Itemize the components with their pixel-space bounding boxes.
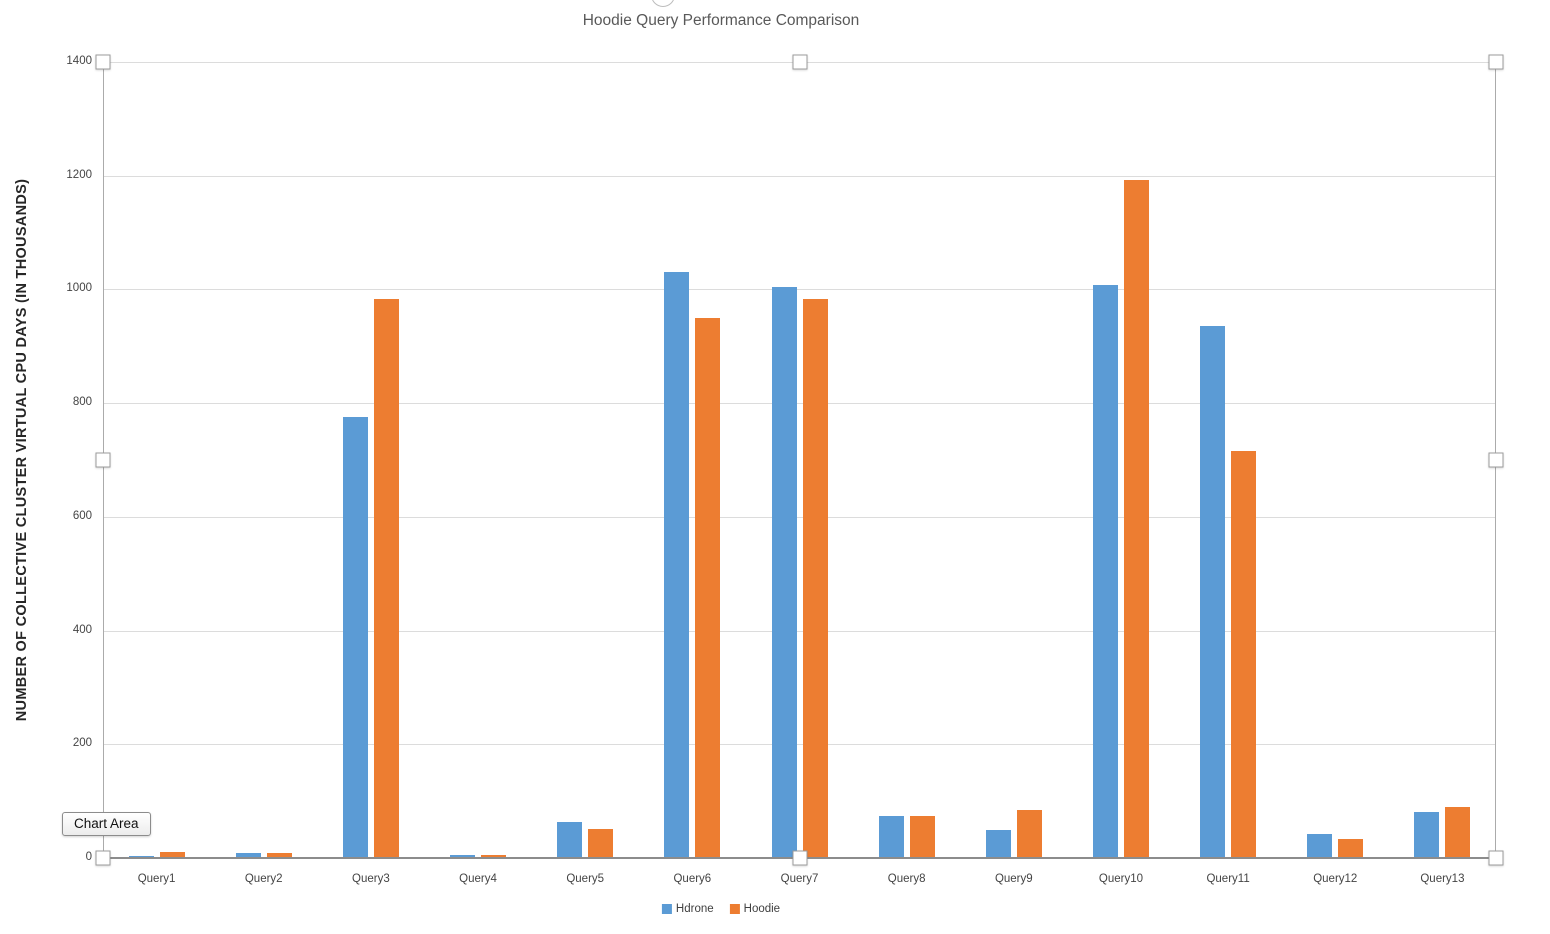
x-tick-label-query7: Query7 <box>780 873 819 885</box>
y-tick-label: 200 <box>72 737 92 750</box>
bar-hoodie-query1[interactable] <box>159 852 185 858</box>
x-tick-label-query4: Query4 <box>459 873 497 885</box>
bar-hdrone-query1[interactable] <box>128 855 154 858</box>
bar-hoodie-query5[interactable] <box>588 829 614 858</box>
bar-hdrone-query2[interactable] <box>235 852 261 858</box>
selection-handle[interactable] <box>95 850 111 866</box>
gridline <box>103 403 1496 405</box>
y-tick-label: 1200 <box>66 168 92 181</box>
selection-handle[interactable] <box>1488 452 1504 468</box>
x-tick-label-query1: Query1 <box>137 873 176 885</box>
bar-hoodie-query10[interactable] <box>1123 179 1149 858</box>
x-tick-label-query10: Query10 <box>1098 873 1143 885</box>
legend[interactable]: Hdrone Hoodie <box>661 903 781 915</box>
gridline <box>103 744 1496 746</box>
bar-hdrone-query11[interactable] <box>1200 326 1226 858</box>
bar-hdrone-query13[interactable] <box>1414 811 1440 858</box>
y-tick-label: 0 <box>85 851 92 863</box>
y-axis-title[interactable]: NUMBER OF COLLECTIVE CLUSTER VIRTUAL CPU… <box>14 178 30 722</box>
bar-hdrone-query5[interactable] <box>557 821 583 858</box>
legend-item-hoodie[interactable]: Hoodie <box>729 903 781 915</box>
x-tick-label-query11: Query11 <box>1206 873 1250 885</box>
x-tick-label-query8: Query8 <box>887 873 926 885</box>
bar-hoodie-query3[interactable] <box>373 299 399 858</box>
selection-handle[interactable] <box>792 850 808 866</box>
gridline <box>103 630 1496 632</box>
gridline <box>103 175 1496 177</box>
bar-hoodie-query11[interactable] <box>1231 450 1257 858</box>
x-tick-label-query9: Query9 <box>994 873 1033 885</box>
legend-swatch-icon <box>661 904 672 914</box>
gridline <box>103 516 1496 518</box>
legend-label: Hdrone <box>675 903 714 915</box>
chart-area-tooltip: Chart Area <box>62 812 151 836</box>
bar-hdrone-query8[interactable] <box>878 815 904 858</box>
bar-hoodie-query13[interactable] <box>1445 807 1471 858</box>
chart-title[interactable]: Hoodie Query Performance Comparison <box>582 12 860 29</box>
y-tick-label: 1400 <box>66 55 92 67</box>
bar-hdrone-query12[interactable] <box>1307 833 1333 858</box>
bar-hdrone-query7[interactable] <box>771 286 797 858</box>
bar-hoodie-query4[interactable] <box>481 854 507 858</box>
selection-handle[interactable] <box>95 54 111 70</box>
selection-handle[interactable] <box>95 452 111 468</box>
y-tick-label: 800 <box>72 396 92 409</box>
bar-hdrone-query10[interactable] <box>1092 284 1118 858</box>
y-tick-label: 1000 <box>66 282 92 295</box>
y-tick-label: 600 <box>72 509 92 522</box>
x-tick-label-query2: Query2 <box>244 873 283 885</box>
legend-swatch-icon <box>729 904 740 914</box>
rotate-handle-icon[interactable] <box>651 0 675 7</box>
bar-hdrone-query4[interactable] <box>450 855 476 858</box>
selection-handle[interactable] <box>1488 850 1504 866</box>
legend-item-hdrone[interactable]: Hdrone <box>661 903 714 915</box>
bar-hoodie-query7[interactable] <box>802 298 828 858</box>
gridline <box>103 289 1496 291</box>
bar-hoodie-query2[interactable] <box>266 852 292 858</box>
selection-handle[interactable] <box>1488 54 1504 70</box>
y-tick-label: 400 <box>72 623 92 636</box>
legend-label: Hoodie <box>743 903 781 915</box>
x-tick-label-query6: Query6 <box>673 873 712 885</box>
plot-area[interactable] <box>103 62 1496 859</box>
x-tick-label-query12: Query12 <box>1313 873 1358 885</box>
bar-hoodie-query12[interactable] <box>1338 838 1364 858</box>
x-tick-label-query13: Query13 <box>1420 873 1465 885</box>
x-tick-label-query5: Query5 <box>566 873 605 885</box>
bar-hdrone-query6[interactable] <box>664 272 690 858</box>
bar-hoodie-query8[interactable] <box>909 815 935 858</box>
x-tick-label-query3: Query3 <box>352 873 390 885</box>
bar-hoodie-query6[interactable] <box>695 318 721 858</box>
bar-hdrone-query9[interactable] <box>985 830 1011 858</box>
bar-hdrone-query3[interactable] <box>342 416 368 858</box>
selection-handle[interactable] <box>792 54 808 70</box>
bar-hoodie-query9[interactable] <box>1016 809 1042 858</box>
